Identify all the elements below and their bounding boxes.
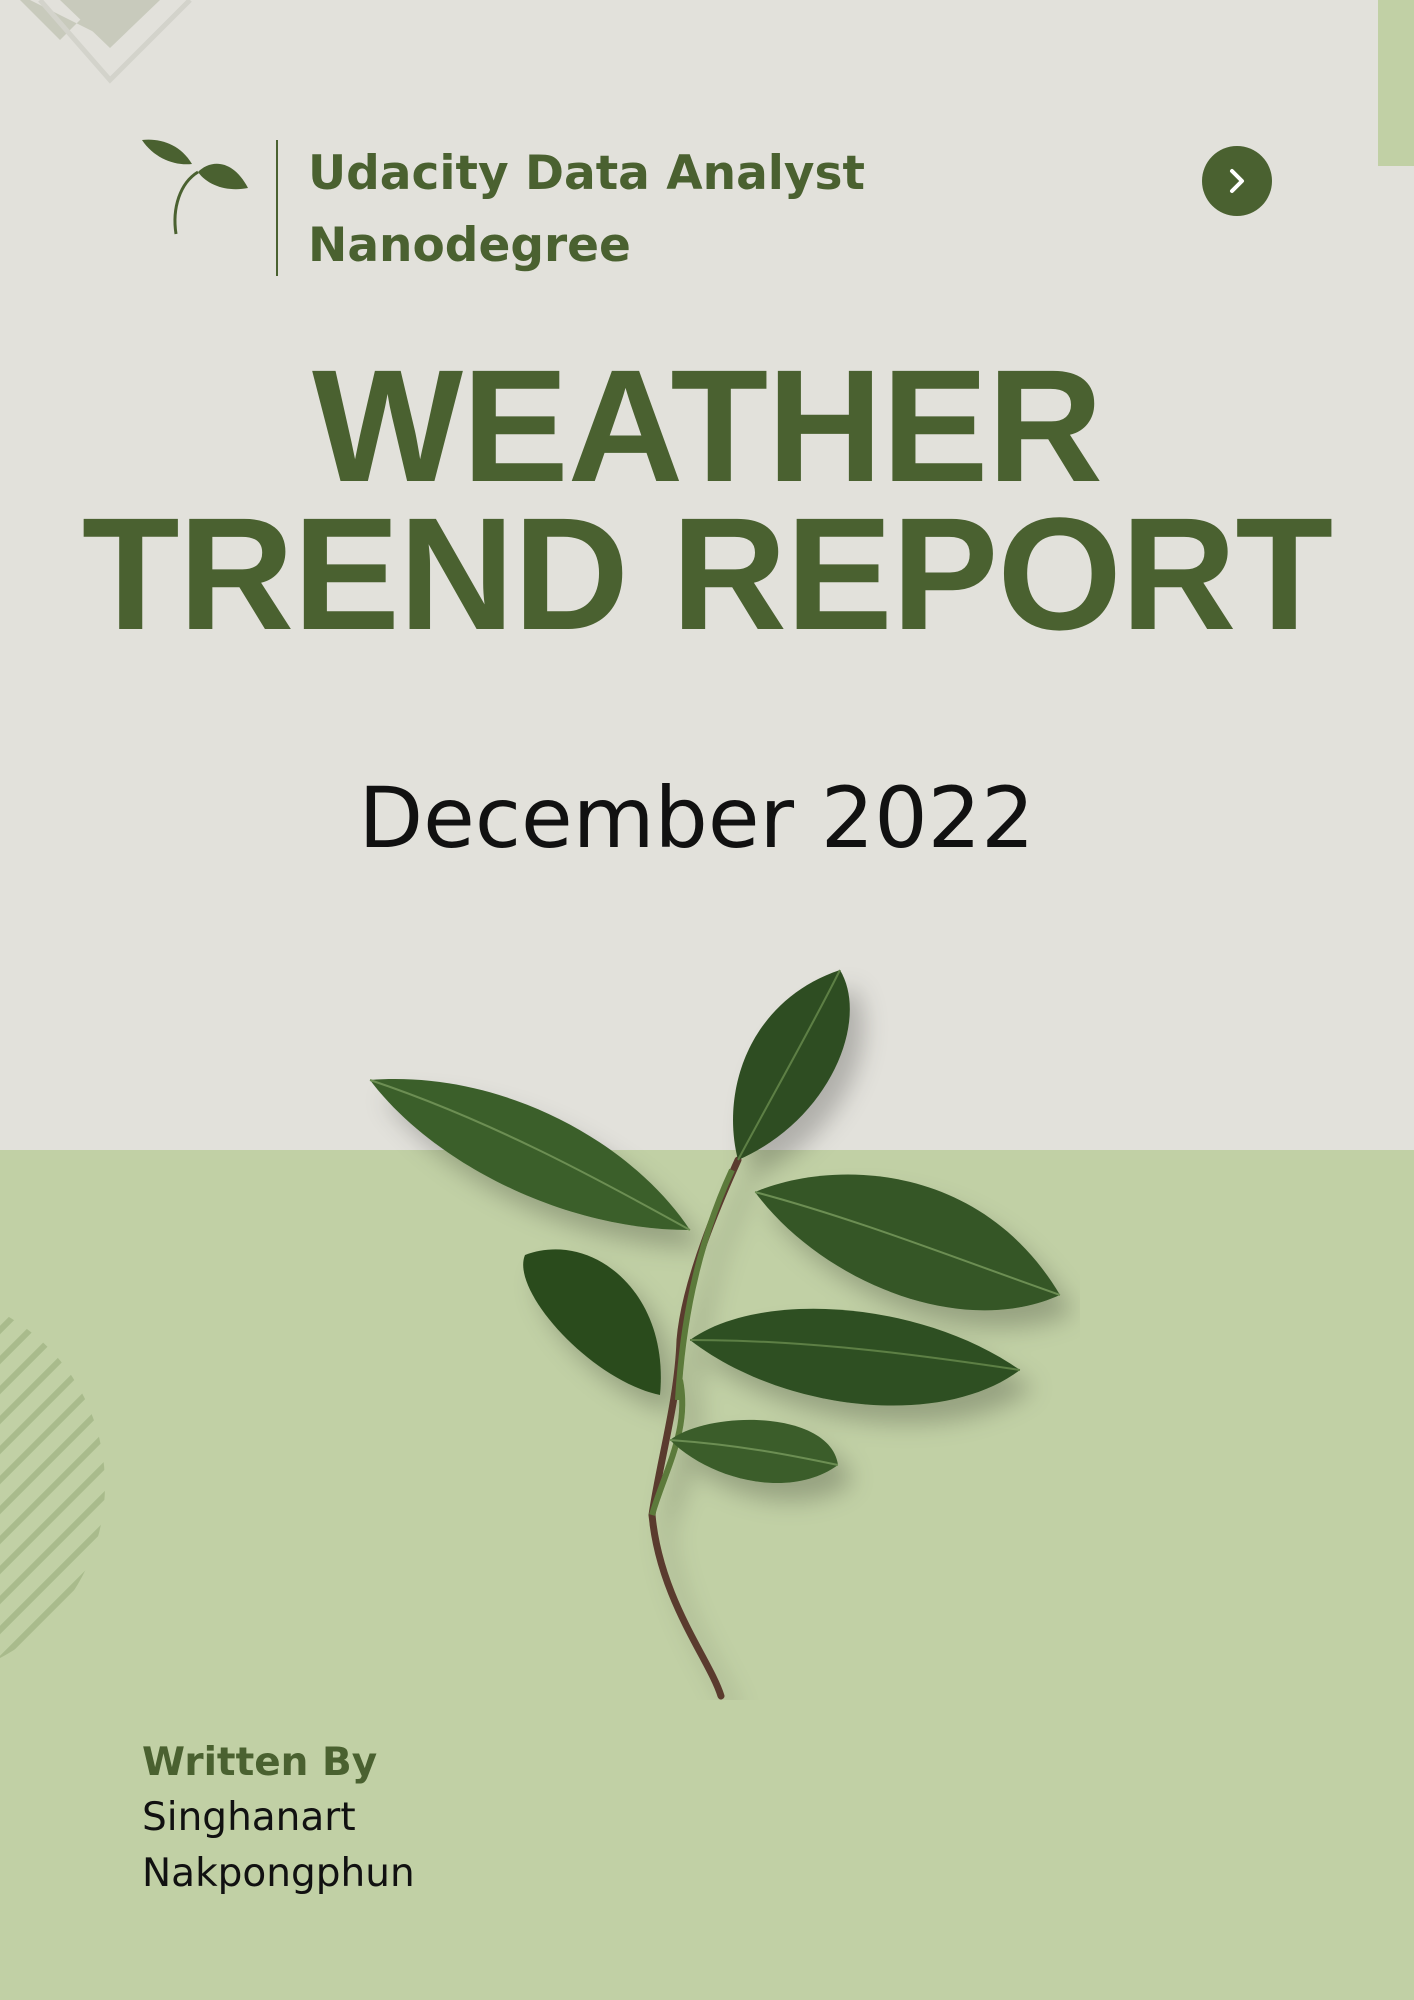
author-label: Written By xyxy=(142,1740,378,1785)
header: Udacity Data Analyst Nanodegree xyxy=(140,138,928,278)
sprout-icon xyxy=(142,139,248,235)
organization-name: Udacity Data Analyst Nanodegree xyxy=(308,146,865,273)
corner-diamond-decoration xyxy=(20,0,192,84)
bottom-color-band xyxy=(0,1150,1414,2000)
report-date: December 2022 xyxy=(358,769,1035,867)
report-title-line1: WEATHER xyxy=(312,336,1103,515)
right-edge-strip xyxy=(1378,0,1414,166)
report-title: WEATHER TREND REPORT xyxy=(0,336,1414,663)
report-title-line2: TREND REPORT xyxy=(81,484,1333,663)
chevron-right-icon xyxy=(1230,169,1244,193)
author-block: Written By Singhanart Nakpongphun xyxy=(142,1736,542,1902)
leaf-branch-image xyxy=(369,969,1061,1700)
hatched-semicircle-decoration xyxy=(0,1300,105,1670)
next-button[interactable] xyxy=(1202,146,1272,216)
author-name: Singhanart Nakpongphun xyxy=(142,1795,415,1896)
header-divider xyxy=(276,140,278,276)
